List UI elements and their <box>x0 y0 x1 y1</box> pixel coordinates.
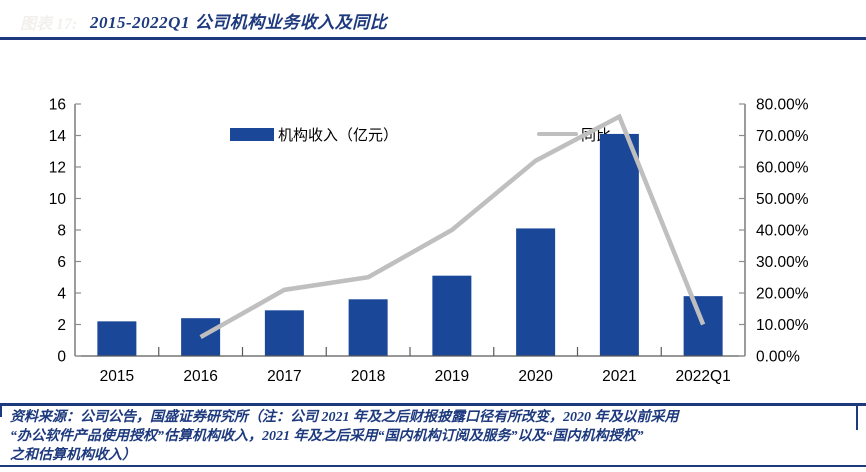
svg-text:2020: 2020 <box>518 368 553 385</box>
svg-text:4: 4 <box>57 286 66 303</box>
svg-text:60.00%: 60.00% <box>756 160 809 177</box>
footer-divider-top <box>0 403 866 406</box>
chart-legend: 机构收入（亿元） 同比 <box>0 60 866 144</box>
svg-text:80.00%: 80.00% <box>756 97 809 114</box>
chart-canvas: 0 2 4 6 8 10 12 14 16 0.00% 10.00% 20.00% 30.00% 40.0… <box>49 97 809 386</box>
svg-text:2019: 2019 <box>435 368 469 385</box>
svg-text:16: 16 <box>49 97 66 114</box>
table-border-notch-left <box>0 406 2 417</box>
legend-bar-swatch <box>230 128 274 141</box>
source-note-line-1: 资料来源：公司公告，国盛证券研究所（注：公司 2021 年及之后财报披露口径有所… <box>10 410 679 425</box>
svg-text:30.00%: 30.00% <box>756 254 809 271</box>
source-note-line-2: “办公软件产品使用授权”估算机构收入，2021 年及之后采用“国内机构订阅及服务… <box>10 429 644 444</box>
source-note-line-3: 之和估算机构收入） <box>10 448 136 463</box>
svg-text:40.00%: 40.00% <box>756 223 809 240</box>
source-note: 资料来源：公司公告，国盛证券研究所（注：公司 2021 年及之后财报披露口径有所… <box>10 408 856 465</box>
svg-text:2021: 2021 <box>602 368 636 385</box>
svg-text:14: 14 <box>49 128 67 145</box>
footer-divider-bottom <box>0 465 866 467</box>
svg-text:12: 12 <box>49 160 66 177</box>
figure-caption-prefix: 图表 17: <box>20 16 78 33</box>
svg-text:20.00%: 20.00% <box>756 286 809 303</box>
svg-text:10: 10 <box>49 191 67 208</box>
svg-text:2018: 2018 <box>351 368 385 385</box>
title-divider <box>0 37 866 40</box>
figure-title: 2015-2022Q1 公司机构业务收入及同比 <box>90 13 388 32</box>
svg-text:2017: 2017 <box>267 368 301 385</box>
svg-text:8: 8 <box>57 223 66 240</box>
svg-text:2015: 2015 <box>100 368 134 385</box>
legend-bar-label: 机构收入（亿元） <box>278 127 399 144</box>
svg-text:2016: 2016 <box>183 368 217 385</box>
svg-text:2022Q1: 2022Q1 <box>676 368 731 385</box>
svg-text:0.00%: 0.00% <box>756 349 800 366</box>
svg-text:10.00%: 10.00% <box>756 317 809 334</box>
svg-text:70.00%: 70.00% <box>756 128 809 145</box>
svg-text:0: 0 <box>57 349 66 366</box>
svg-text:2: 2 <box>57 317 66 334</box>
legend-line-swatch <box>537 132 578 136</box>
table-border-notch-right <box>856 406 858 430</box>
svg-text:6: 6 <box>57 254 66 271</box>
svg-text:50.00%: 50.00% <box>756 191 809 208</box>
